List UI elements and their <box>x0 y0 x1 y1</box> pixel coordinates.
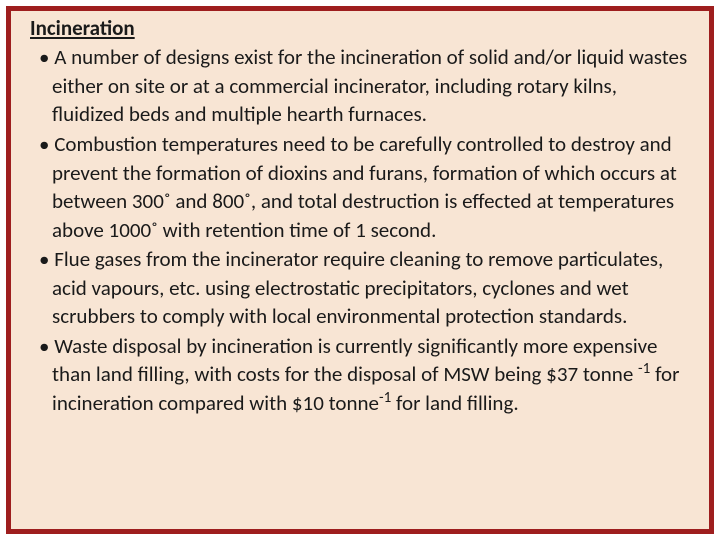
bullet-text: Waste disposal by incineration is curren… <box>52 333 657 388</box>
superscript: -1 <box>638 360 650 378</box>
bullet-text: Combustion temperatures need to be caref… <box>52 131 677 243</box>
bullet-text-end: for land filling. <box>391 390 518 416</box>
superscript: -1 <box>379 389 391 407</box>
slide-content: Incineration • A number of designs exist… <box>29 13 691 419</box>
bullet-item: • A number of designs exist for the inci… <box>30 43 690 129</box>
slide-frame: Incineration • A number of designs exist… <box>6 6 714 534</box>
bullet-item: • Combustion temperatures need to be car… <box>30 130 690 244</box>
bullet-item: • Flue gases from the incinerator requir… <box>30 245 690 331</box>
bullet-text: Flue gases from the incinerator require … <box>52 246 663 329</box>
bullet-text: A number of designs exist for the incine… <box>49 44 687 127</box>
slide-title: Incineration <box>30 14 690 42</box>
bullet-item: • Waste disposal by incineration is curr… <box>30 332 690 418</box>
